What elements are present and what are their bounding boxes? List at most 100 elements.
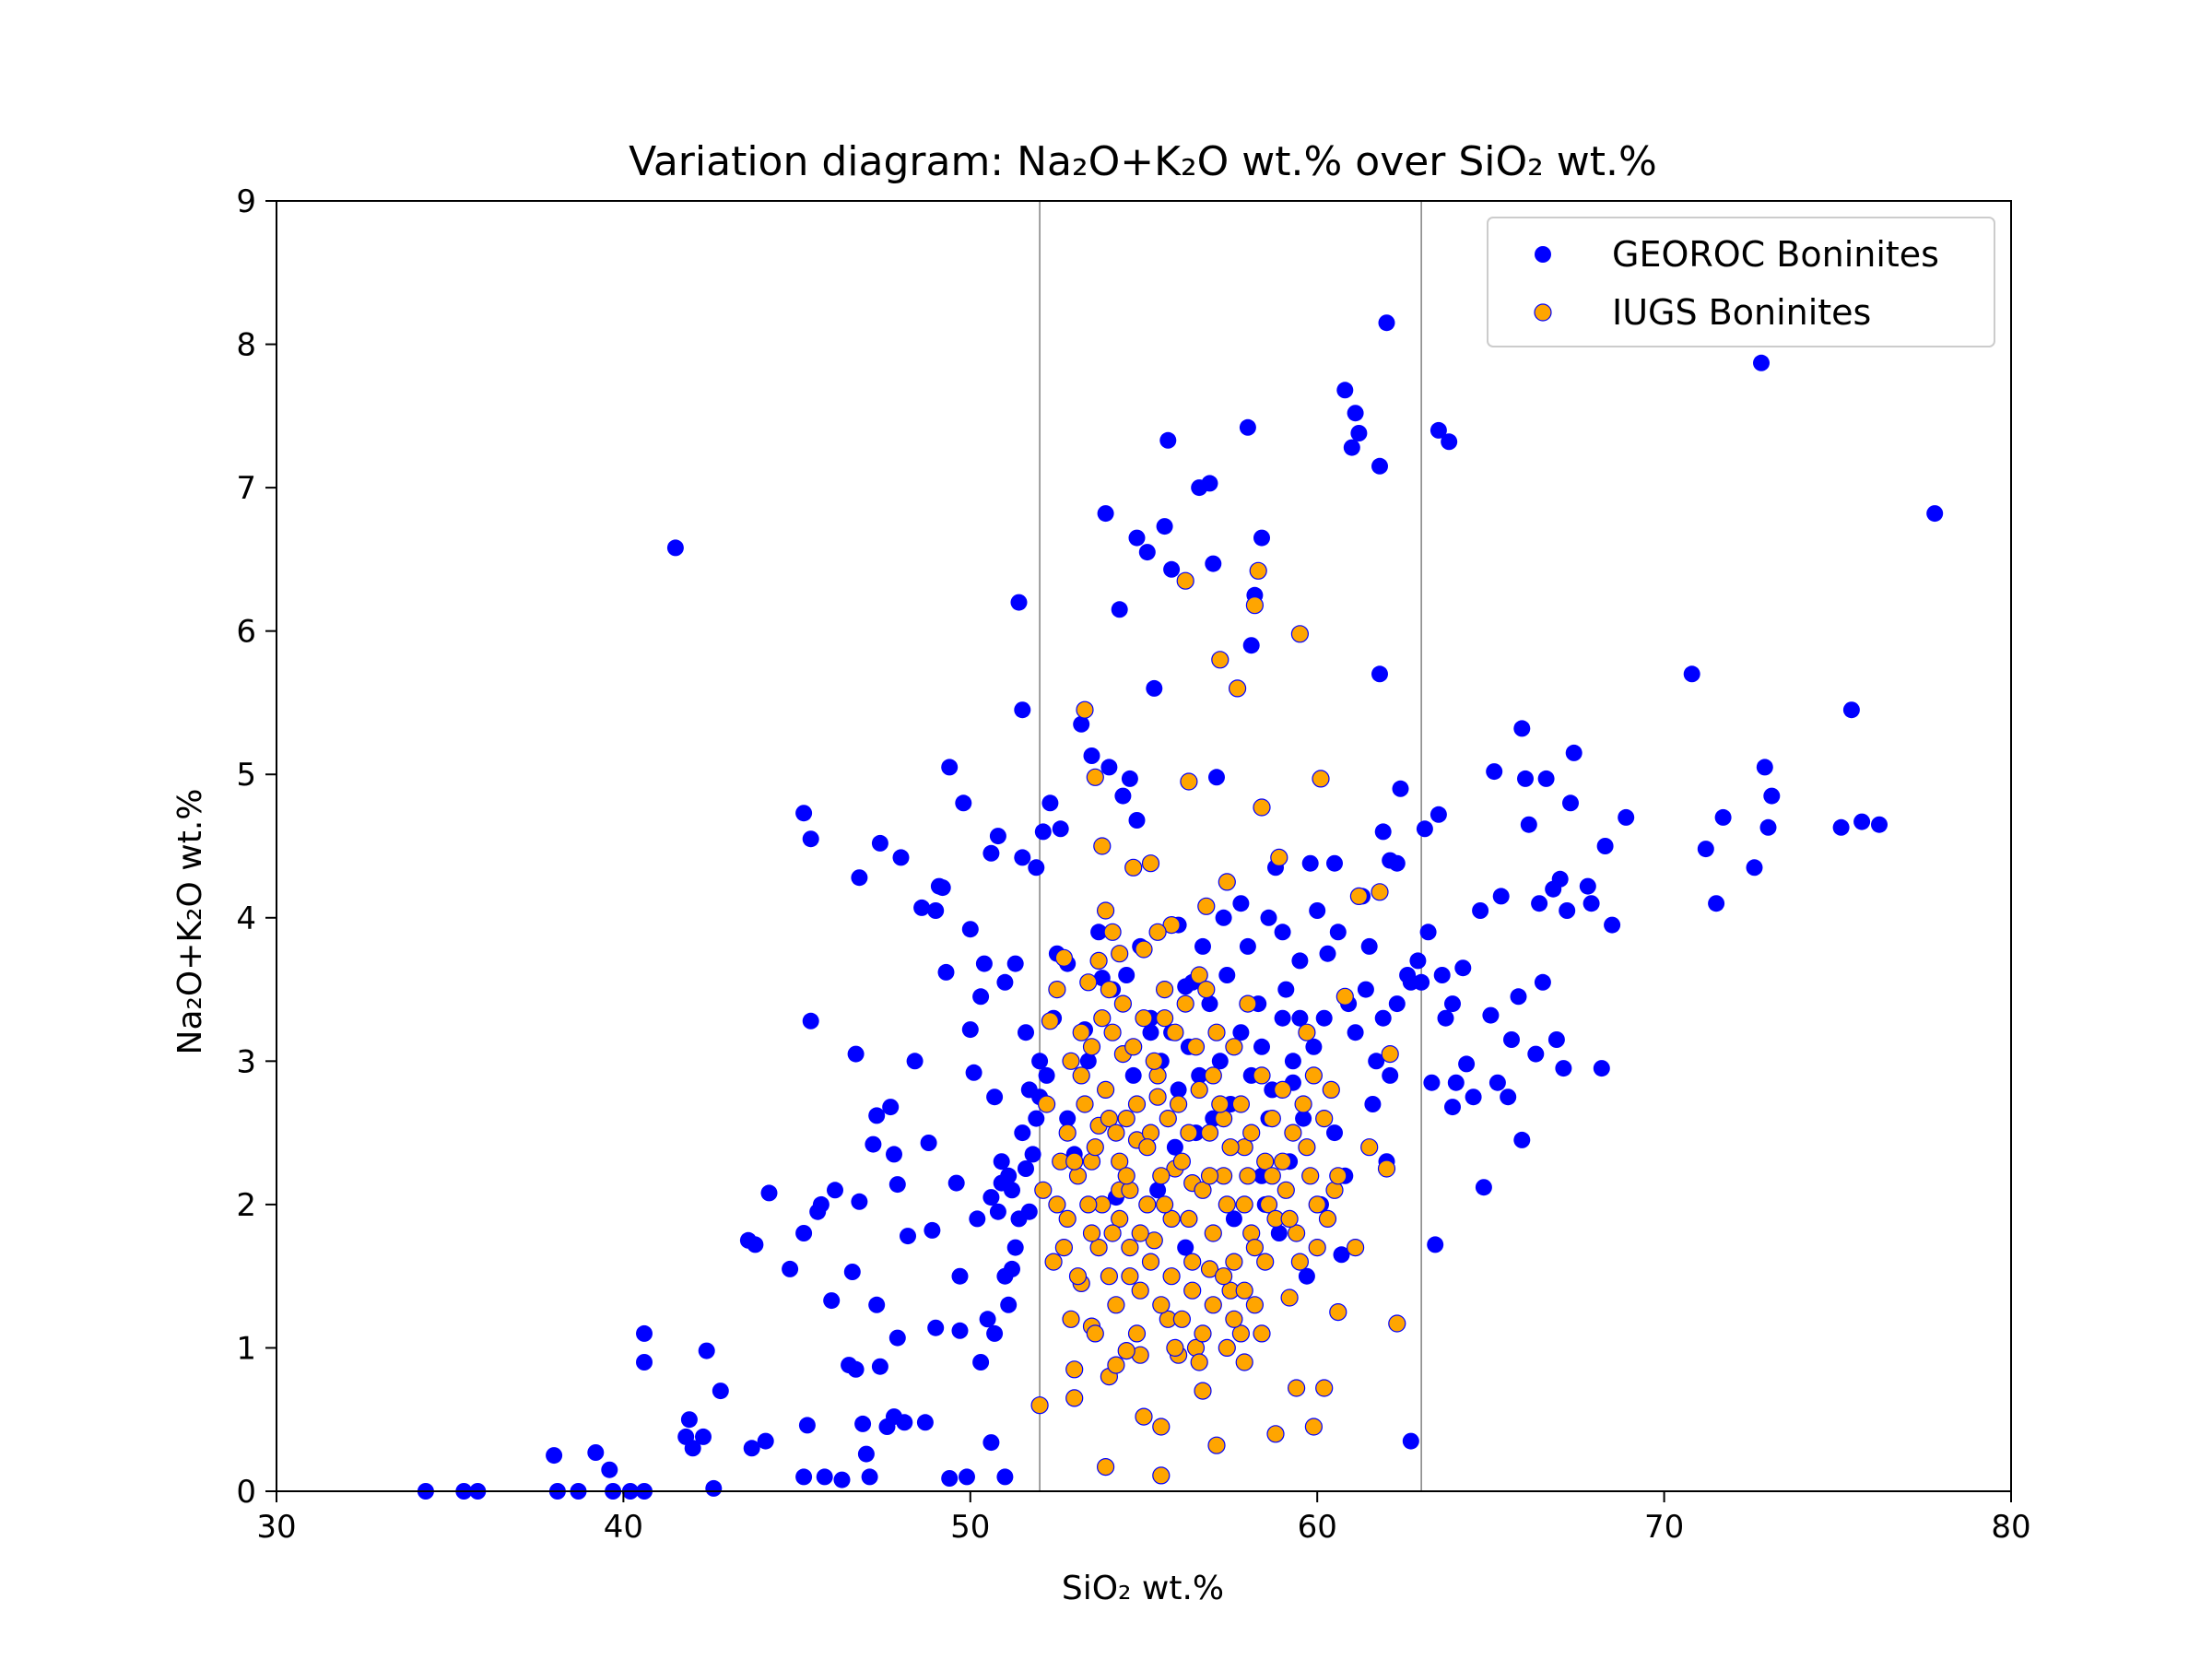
data-point [798, 1417, 816, 1434]
data-point [1430, 806, 1447, 823]
data-point [1350, 425, 1368, 441]
data-point [1103, 1023, 1122, 1041]
data-point [1527, 1045, 1545, 1063]
data-point [1368, 1053, 1385, 1070]
data-point [1249, 561, 1267, 580]
data-point [1072, 1023, 1090, 1041]
data-point [1218, 967, 1236, 983]
data-point [1232, 895, 1250, 912]
data-point [969, 1210, 986, 1228]
data-point [1100, 1109, 1119, 1128]
data-point [1113, 994, 1133, 1013]
data-point [1371, 883, 1389, 901]
data-point [1347, 405, 1364, 422]
data-point [1360, 1138, 1379, 1157]
data-point [1166, 1023, 1184, 1041]
data-point [1156, 518, 1173, 535]
data-point [1079, 1053, 1097, 1070]
data-point [833, 1471, 851, 1488]
data-point [1141, 854, 1160, 873]
data-point [1211, 651, 1230, 669]
y-tick-label: 7 [236, 470, 256, 507]
data-point [1284, 1124, 1302, 1142]
data-point [1103, 1224, 1122, 1242]
data-point [1346, 1238, 1365, 1257]
data-point [1274, 924, 1291, 941]
data-point [1148, 1066, 1167, 1085]
data-point [941, 1470, 959, 1487]
data-point [1201, 995, 1218, 1013]
data-point [1444, 995, 1461, 1013]
data-point [1131, 1281, 1149, 1300]
data-point [1111, 601, 1128, 618]
data-point [1034, 823, 1052, 841]
data-point [1111, 945, 1129, 963]
data-point [1326, 1124, 1343, 1142]
data-point [1191, 1066, 1208, 1084]
data-point [993, 1153, 1010, 1171]
data-point [1076, 1095, 1094, 1113]
data-point [1177, 1239, 1194, 1256]
data-point [1433, 967, 1451, 983]
data-point [1000, 1296, 1018, 1313]
data-point [1111, 1152, 1129, 1171]
data-point [1159, 1109, 1177, 1128]
data-point [1010, 594, 1028, 611]
data-point [1441, 433, 1458, 451]
data-point [1159, 431, 1177, 449]
data-point [1121, 1267, 1139, 1286]
x-tick-label: 40 [604, 1509, 643, 1546]
data-point [1759, 818, 1777, 836]
data-point [1291, 1009, 1309, 1027]
data-point [1148, 923, 1167, 941]
data-point [1253, 1066, 1271, 1085]
data-point [1107, 1296, 1125, 1314]
data-point [1377, 1159, 1396, 1178]
data-point [1062, 1310, 1080, 1328]
data-point [1124, 858, 1143, 877]
data-point [1304, 1066, 1324, 1085]
data-point [587, 1444, 605, 1461]
data-point [1382, 1066, 1399, 1084]
data-point [757, 1432, 774, 1450]
x-tick-label: 30 [256, 1509, 296, 1546]
y-tick-label: 8 [236, 327, 256, 364]
data-point [1107, 1356, 1125, 1374]
y-tick-label: 9 [236, 183, 256, 220]
data-point [802, 830, 819, 848]
data-point [1242, 1124, 1261, 1142]
data-point [1166, 1138, 1183, 1156]
data-point [698, 1342, 715, 1359]
data-point [1204, 1296, 1222, 1314]
data-point [1200, 1124, 1219, 1142]
axis-ticks: 30 40 50 60 70 80 0 1 2 3 4 5 6 7 8 9 [236, 183, 2030, 1546]
data-point [601, 1461, 618, 1478]
data-point [924, 1221, 941, 1239]
data-point [1152, 1296, 1171, 1314]
y-tick-label: 0 [236, 1474, 256, 1511]
data-point [1559, 902, 1576, 919]
data-point [1381, 1044, 1399, 1064]
data-point [996, 973, 1014, 991]
data-point [1531, 895, 1548, 912]
data-point [1068, 1167, 1088, 1185]
data-point [854, 1415, 872, 1432]
data-point [1086, 1138, 1104, 1157]
data-point [1211, 1095, 1230, 1113]
legend-marker-0 [1535, 246, 1551, 263]
data-point [1423, 1074, 1441, 1091]
data-point [1231, 1095, 1251, 1113]
data-point [1194, 1382, 1212, 1400]
data-point [1378, 314, 1395, 332]
data-point [636, 1324, 653, 1342]
data-point [1419, 924, 1437, 941]
data-point [888, 1329, 906, 1347]
data-point [1294, 1095, 1312, 1113]
data-point [1034, 1181, 1053, 1199]
data-point [1183, 1253, 1202, 1271]
data-point [1562, 794, 1579, 812]
data-point [1318, 1209, 1337, 1229]
data-point [1207, 1436, 1226, 1454]
data-point [1014, 1124, 1031, 1142]
data-point [1172, 1310, 1192, 1328]
